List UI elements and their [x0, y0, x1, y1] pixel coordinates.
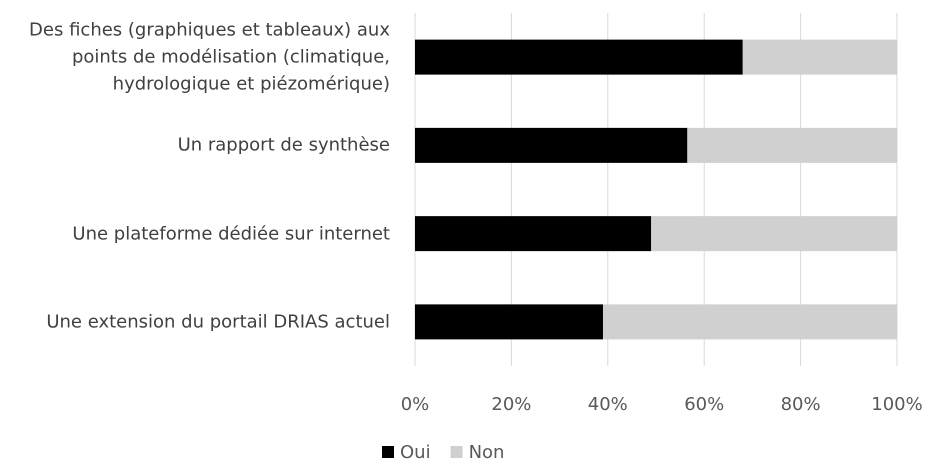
legend-label: Oui: [400, 442, 431, 461]
x-tick-label: 100%: [871, 394, 922, 415]
legend-swatch: [450, 446, 463, 458]
x-tick-label: 0%: [401, 394, 430, 415]
bar-segment: [415, 39, 743, 75]
x-tick-label: 60%: [684, 394, 724, 415]
y-tick-label: Des fiches (graphiques et tableaux) aux …: [29, 19, 390, 95]
y-tick-label: Une extension du portail DRIAS actuel: [46, 311, 390, 333]
x-tick-label: 40%: [588, 394, 628, 415]
bar-segment: [415, 304, 603, 340]
bar-segment: [651, 216, 897, 252]
legend-label: Non: [469, 442, 505, 461]
bar-segment: [742, 39, 897, 75]
bar-segment: [415, 127, 688, 163]
bar-segment: [687, 127, 897, 163]
y-tick-label: Un rapport de synthèse: [177, 134, 390, 156]
x-tick-label: 20%: [491, 394, 531, 415]
bar-segment: [415, 216, 652, 252]
bar-segment: [602, 304, 897, 340]
legend-swatch: [382, 446, 394, 458]
y-tick-label: Une plateforme dédiée sur internet: [72, 223, 390, 245]
x-tick-label: 80%: [781, 394, 821, 415]
